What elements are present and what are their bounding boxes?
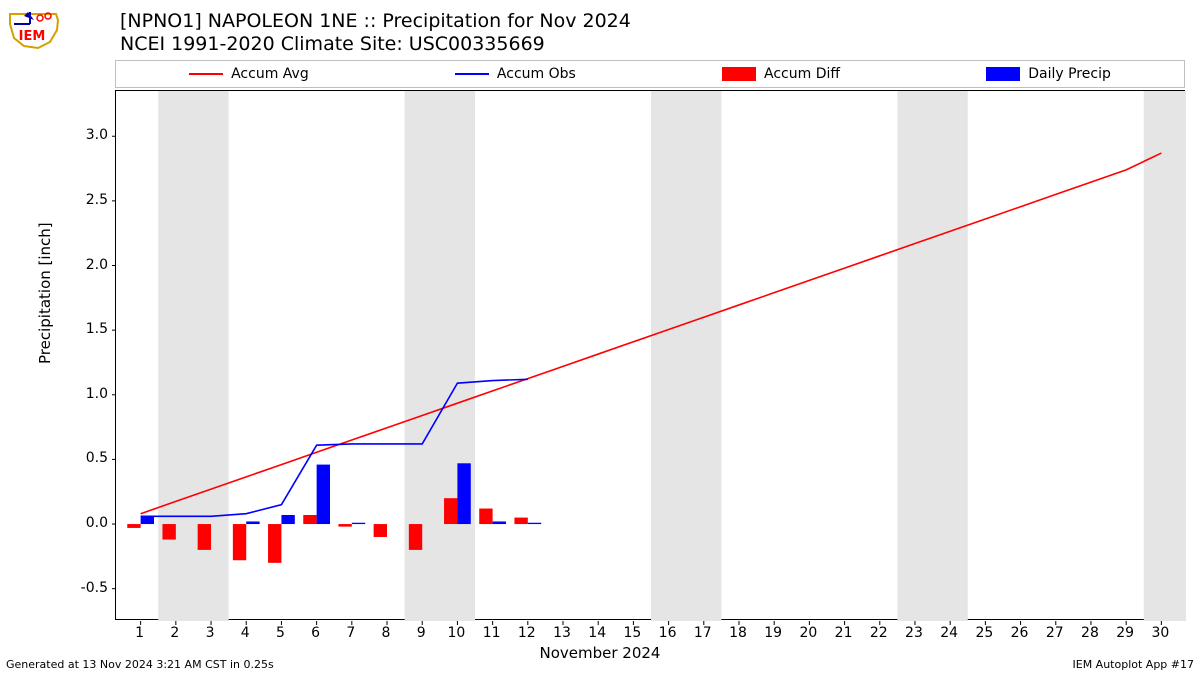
xtick-label: 5 <box>276 625 285 641</box>
xtick-label: 20 <box>799 625 817 641</box>
legend-item-0: Accum Avg <box>189 66 309 82</box>
xtick-label: 1 <box>135 625 144 641</box>
ytick-label: 2.5 <box>58 192 108 208</box>
xtick-label: 15 <box>623 625 641 641</box>
ytick-label: 1.0 <box>58 386 108 402</box>
legend-swatch <box>455 73 489 75</box>
footer-generated: Generated at 13 Nov 2024 3:21 AM CST in … <box>6 658 274 671</box>
xtick-label: 3 <box>206 625 215 641</box>
xtick-label: 12 <box>518 625 536 641</box>
title-line-1: [NPNO1] NAPOLEON 1NE :: Precipitation fo… <box>120 10 631 33</box>
legend-swatch <box>986 67 1020 81</box>
xtick-label: 6 <box>311 625 320 641</box>
xtick-label: 14 <box>588 625 606 641</box>
legend-label: Accum Obs <box>497 66 576 82</box>
xtick-label: 22 <box>870 625 888 641</box>
xtick-label: 4 <box>241 625 250 641</box>
legend-swatch <box>189 73 223 75</box>
ytick-label: 0.5 <box>58 450 108 466</box>
xtick-label: 27 <box>1046 625 1064 641</box>
xtick-label: 28 <box>1081 625 1099 641</box>
xtick-label: 21 <box>835 625 853 641</box>
xtick-label: 9 <box>417 625 426 641</box>
ytick-label: 1.5 <box>58 321 108 337</box>
xtick-label: 18 <box>729 625 747 641</box>
xtick-label: 11 <box>483 625 501 641</box>
xtick-label: 10 <box>447 625 465 641</box>
xtick-label: 7 <box>346 625 355 641</box>
xtick-label: 29 <box>1116 625 1134 641</box>
legend: Accum Avg Accum Obs Accum Diff Daily Precip <box>115 60 1185 88</box>
xtick-label: 24 <box>940 625 958 641</box>
ytick-label: 3.0 <box>58 127 108 143</box>
plot-svg <box>116 91 1184 619</box>
footer-app: IEM Autoplot App #17 <box>1073 658 1195 671</box>
legend-item-1: Accum Obs <box>455 66 576 82</box>
legend-swatch <box>722 67 756 81</box>
xtick-label: 30 <box>1151 625 1169 641</box>
ytick-label: -0.5 <box>58 580 108 596</box>
xtick-label: 17 <box>694 625 712 641</box>
legend-label: Accum Diff <box>764 66 840 82</box>
xtick-label: 23 <box>905 625 923 641</box>
svg-text:IEM: IEM <box>19 29 46 44</box>
chart-title: [NPNO1] NAPOLEON 1NE :: Precipitation fo… <box>120 10 631 56</box>
xtick-label: 19 <box>764 625 782 641</box>
xtick-label: 2 <box>170 625 179 641</box>
ytick-label: 2.0 <box>58 257 108 273</box>
plot-area <box>115 90 1185 620</box>
xtick-label: 25 <box>975 625 993 641</box>
xtick-label: 13 <box>553 625 571 641</box>
legend-label: Daily Precip <box>1028 66 1111 82</box>
iem-logo: IEM <box>6 6 62 50</box>
legend-item-2: Accum Diff <box>722 66 840 82</box>
legend-item-3: Daily Precip <box>986 66 1111 82</box>
legend-label: Accum Avg <box>231 66 309 82</box>
y-axis-label: Precipitation [inch] <box>36 222 54 364</box>
ytick-label: 0.0 <box>58 515 108 531</box>
title-line-2: NCEI 1991-2020 Climate Site: USC00335669 <box>120 33 631 56</box>
xtick-label: 16 <box>659 625 677 641</box>
xtick-label: 26 <box>1011 625 1029 641</box>
xtick-label: 8 <box>382 625 391 641</box>
